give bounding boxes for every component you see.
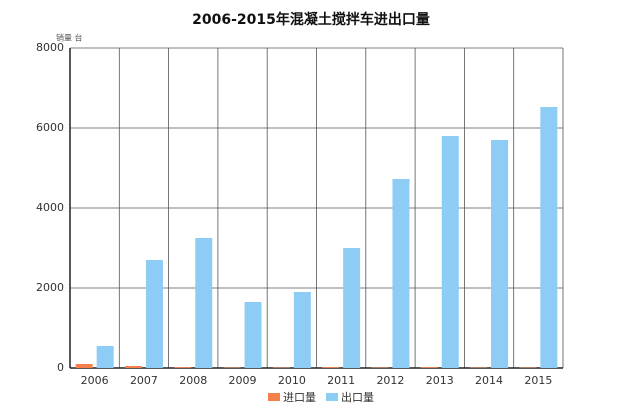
legend-label: 进口量 — [283, 391, 316, 404]
bar — [392, 179, 410, 368]
x-tick-label: 2015 — [524, 374, 552, 387]
bar — [491, 140, 509, 368]
legend-swatch — [326, 393, 338, 401]
bar — [420, 367, 438, 368]
bar — [174, 367, 192, 368]
bar — [75, 364, 93, 368]
bar — [322, 367, 340, 368]
chart-title: 2006-2015年混凝土搅拌车进出口量 — [192, 11, 430, 28]
y-tick-label: 8000 — [36, 41, 64, 54]
bar — [441, 136, 459, 368]
y-tick-label: 0 — [57, 361, 64, 374]
bar — [96, 346, 114, 368]
y-tick-label: 6000 — [36, 121, 64, 134]
x-tick-label: 2012 — [376, 374, 404, 387]
bar — [343, 248, 361, 368]
legend-label: 出口量 — [341, 390, 374, 404]
x-tick-label: 2014 — [475, 374, 503, 387]
bar — [244, 302, 262, 368]
bar — [195, 238, 213, 368]
legend-swatch — [268, 393, 280, 401]
y-tick-label: 4000 — [36, 201, 64, 214]
x-tick-label: 2011 — [327, 374, 355, 387]
bar — [145, 260, 163, 368]
y-axis-label: 销量 台 — [56, 33, 83, 43]
bar — [124, 366, 142, 368]
y-tick-label: 2000 — [36, 281, 64, 294]
x-tick-label: 2006 — [81, 374, 109, 387]
x-tick-label: 2007 — [130, 374, 158, 387]
x-tick-label: 2008 — [179, 374, 207, 387]
x-tick-label: 2013 — [426, 374, 454, 387]
bar — [540, 107, 558, 368]
bar — [293, 292, 311, 368]
x-tick-label: 2009 — [229, 374, 257, 387]
x-tick-label: 2010 — [278, 374, 306, 387]
